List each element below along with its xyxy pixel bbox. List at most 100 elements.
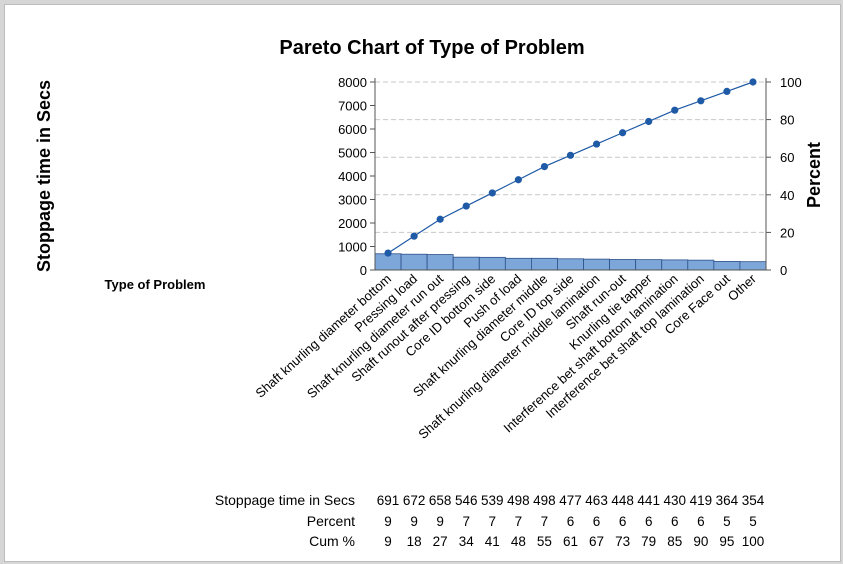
table-row-label: Percent (307, 513, 355, 529)
table-cell: 430 (664, 493, 687, 508)
table-cell: 6 (593, 514, 601, 529)
table-cell: 9 (384, 514, 392, 529)
bar (583, 258, 610, 271)
y2-tick-label: 40 (780, 188, 794, 203)
x-axis-label: Type of Problem (105, 277, 206, 292)
table-cell: 463 (585, 493, 608, 508)
y-tick-label: 5000 (338, 146, 367, 161)
table-cell: 9 (436, 514, 444, 529)
table-cell: 7 (541, 514, 549, 529)
y2-tick-label: 80 (780, 113, 794, 128)
table-cell: 354 (742, 493, 765, 508)
cumulative-point (514, 176, 522, 184)
y-tick-label: 2000 (338, 216, 367, 231)
table-cell: 6 (619, 514, 627, 529)
cumulative-point (723, 87, 731, 95)
chart-title: Pareto Chart of Type of Problem (279, 37, 584, 59)
cumulative-point (697, 97, 705, 105)
bar (609, 259, 637, 271)
table-cell: 27 (433, 534, 448, 549)
table-cell: 41 (485, 534, 500, 549)
cumulative-point (566, 151, 575, 159)
table-row-label: Stoppage time in Secs (215, 492, 355, 508)
bar (400, 253, 428, 271)
bar (426, 254, 454, 271)
table-cell: 55 (537, 534, 552, 549)
table-cell: 67 (589, 534, 604, 549)
table-cell: 658 (429, 493, 452, 508)
cumulative-point (384, 249, 392, 257)
cumulative-point (540, 163, 549, 171)
cumulative-line (384, 78, 757, 257)
table-cell: 90 (693, 534, 708, 549)
bar (661, 259, 689, 271)
table-cell: 5 (749, 514, 757, 529)
y2-axis-label: Percent (804, 142, 824, 208)
y-axis-label: Stoppage time in Secs (34, 80, 54, 272)
table-cell: 9 (410, 514, 418, 529)
bar (531, 257, 558, 271)
table-cell: 7 (515, 514, 523, 529)
y2-tick-label: 100 (780, 75, 802, 90)
table-cell: 498 (533, 493, 556, 508)
table-cell: 6 (567, 514, 575, 529)
chart-frame (4, 4, 841, 562)
cumulative-point (410, 232, 418, 240)
table-cell: 73 (615, 534, 630, 549)
bar (504, 257, 532, 271)
cumulative-point (436, 215, 444, 223)
cumulative-point (645, 117, 653, 126)
table-cell: 546 (455, 493, 478, 508)
table-row-label: Cum % (309, 533, 355, 549)
y2-tick-label: 0 (780, 263, 787, 278)
y2-tick-label: 20 (780, 225, 794, 240)
y-tick-label: 8000 (338, 75, 367, 90)
table-cell: 9 (384, 534, 392, 549)
table-cell: 441 (637, 493, 660, 508)
cumulative-point (488, 189, 496, 197)
bars (374, 253, 767, 271)
category-label: Other (725, 271, 760, 304)
table-cell: 477 (559, 493, 582, 508)
table-cell: 48 (511, 534, 526, 549)
table-cell: 7 (462, 514, 470, 529)
table-cell: 61 (563, 534, 578, 549)
cumulative-point (671, 106, 679, 114)
cumulative-point (462, 202, 470, 210)
y-tick-label: 3000 (338, 193, 367, 208)
table-cell: 34 (459, 534, 475, 549)
summary-table: Stoppage time in Secs 691 672 658 546 539 498 4… (215, 492, 765, 549)
table-cell: 79 (641, 534, 656, 549)
cumulative-point (619, 129, 627, 137)
table-cell: 6 (671, 514, 679, 529)
bar (557, 258, 584, 271)
bar (452, 256, 480, 271)
table-cell: 448 (611, 493, 634, 508)
table-cell: 6 (697, 514, 705, 529)
bar (687, 259, 715, 271)
table-cell: 5 (723, 514, 731, 529)
table-cell: 691 (377, 493, 400, 508)
y-tick-label: 0 (360, 263, 367, 278)
axes: 0 1000 2000 3000 4000 5000 6000 7000 8000 0 20 40 60… (338, 75, 802, 278)
table-cell: 18 (407, 534, 422, 549)
table-cell: 85 (667, 534, 682, 549)
table-cell: 672 (403, 493, 426, 508)
y-tick-label: 7000 (338, 99, 367, 114)
y-tick-label: 1000 (338, 240, 367, 255)
y-tick-label: 4000 (338, 169, 367, 184)
table-cell: 95 (719, 534, 734, 549)
cumulative-point (592, 140, 601, 148)
table-cell: 7 (489, 514, 497, 529)
bar (478, 256, 506, 271)
cumulative-polyline (387, 81, 754, 254)
table-cell: 6 (645, 514, 653, 529)
cumulative-point (749, 78, 757, 86)
table-cell: 539 (481, 493, 504, 508)
bar (713, 261, 741, 271)
table-cell: 498 (507, 493, 530, 508)
y-tick-label: 6000 (338, 122, 367, 137)
bar (739, 261, 767, 271)
